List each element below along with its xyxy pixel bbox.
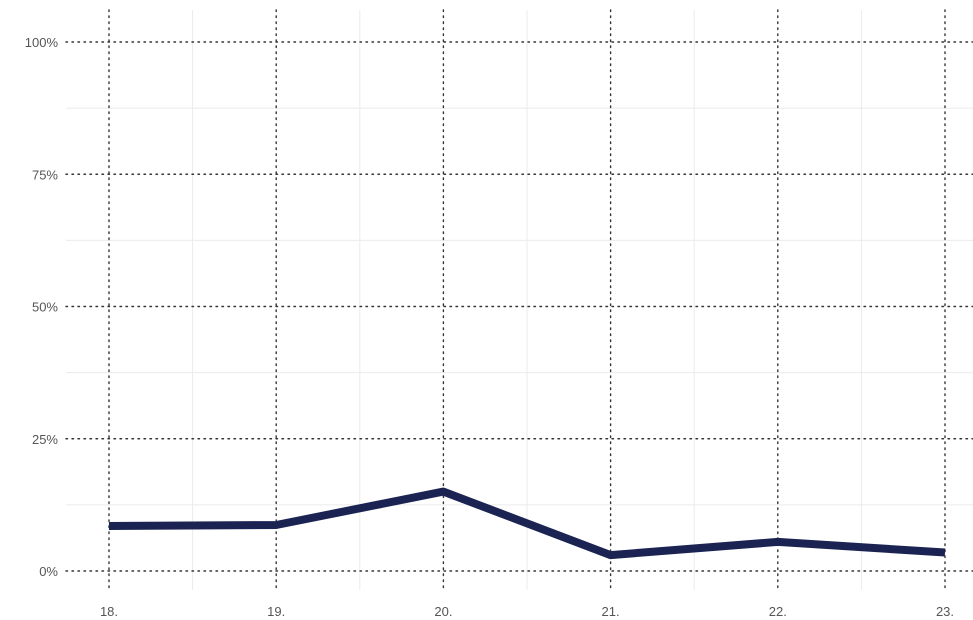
x-tick-label: 19. [267,604,285,619]
x-tick-label: 18. [100,604,118,619]
y-tick-label: 75% [32,167,58,182]
x-axis: 18. 19. 20. 21. 22. 23. [100,604,954,619]
y-tick-label: 50% [32,300,58,315]
y-tick-label: 100% [25,35,59,50]
major-grid [65,9,973,591]
y-axis: 0% 25% 50% 75% 100% [25,35,59,579]
y-tick-label: 0% [39,564,58,579]
x-tick-label: 21. [602,604,620,619]
minor-grid [66,10,973,590]
series-line [108,487,946,560]
x-tick-label: 22. [769,604,787,619]
x-tick-label: 20. [434,604,452,619]
series-layer [108,487,946,560]
y-tick-label: 25% [32,432,58,447]
x-tick-label: 23. [936,604,954,619]
